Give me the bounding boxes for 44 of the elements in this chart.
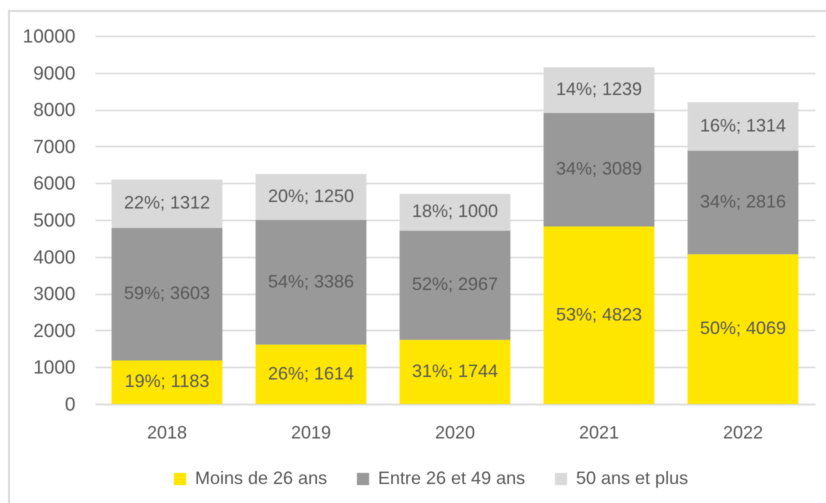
y-tick-label: 1000 xyxy=(33,358,76,379)
bar xyxy=(544,226,654,404)
data-label: 16%; 1314 xyxy=(700,115,786,136)
y-tick-label: 9000 xyxy=(33,63,76,84)
y-tick-label: 4000 xyxy=(33,247,76,268)
y-tick-label: 5000 xyxy=(33,210,76,232)
data-label: 18%; 1000 xyxy=(412,201,498,222)
bar xyxy=(112,228,222,360)
bar xyxy=(688,254,798,404)
data-label: 34%; 2816 xyxy=(700,191,786,212)
y-tick-label: 6000 xyxy=(33,174,76,195)
bar xyxy=(256,220,366,345)
bar xyxy=(400,340,510,404)
data-label: 22%; 1312 xyxy=(124,192,210,213)
y-tick-label: 2000 xyxy=(33,320,76,342)
legend-label: 50 ans et plus xyxy=(576,468,688,488)
data-label: 52%; 2967 xyxy=(412,274,498,294)
data-label: 59%; 3603 xyxy=(124,283,210,304)
legend-label: Entre 26 et 49 ans xyxy=(378,468,526,488)
data-label: 53%; 4823 xyxy=(556,304,642,324)
x-tick-label: 2020 xyxy=(434,422,476,442)
bar xyxy=(400,230,510,340)
data-label: 54%; 3386 xyxy=(268,271,354,292)
y-tick-label: 7000 xyxy=(33,136,76,158)
legend-label: Moins de 26 ans xyxy=(195,468,328,488)
x-tick-label: 2019 xyxy=(290,422,332,442)
y-tick-label: 10000 xyxy=(22,26,76,48)
y-tick-label: 0 xyxy=(64,394,76,416)
data-label: 19%; 1183 xyxy=(124,371,210,392)
data-label: 34%; 3089 xyxy=(556,158,642,179)
y-tick-label: 3000 xyxy=(33,284,76,306)
bar xyxy=(256,344,366,404)
x-tick-label: 2018 xyxy=(146,422,188,442)
data-label: 31%; 1744 xyxy=(412,360,498,381)
bar xyxy=(688,150,798,254)
data-label: 14%; 1239 xyxy=(556,79,642,100)
y-tick-label: 8000 xyxy=(33,100,76,122)
data-label: 20%; 1250 xyxy=(268,186,354,206)
x-tick-label: 2021 xyxy=(578,422,620,442)
data-label: 26%; 1614 xyxy=(268,363,354,384)
bar xyxy=(112,360,222,404)
bar xyxy=(544,112,654,227)
data-label: 50%; 4069 xyxy=(700,318,786,338)
x-tick-label: 2022 xyxy=(722,422,764,442)
